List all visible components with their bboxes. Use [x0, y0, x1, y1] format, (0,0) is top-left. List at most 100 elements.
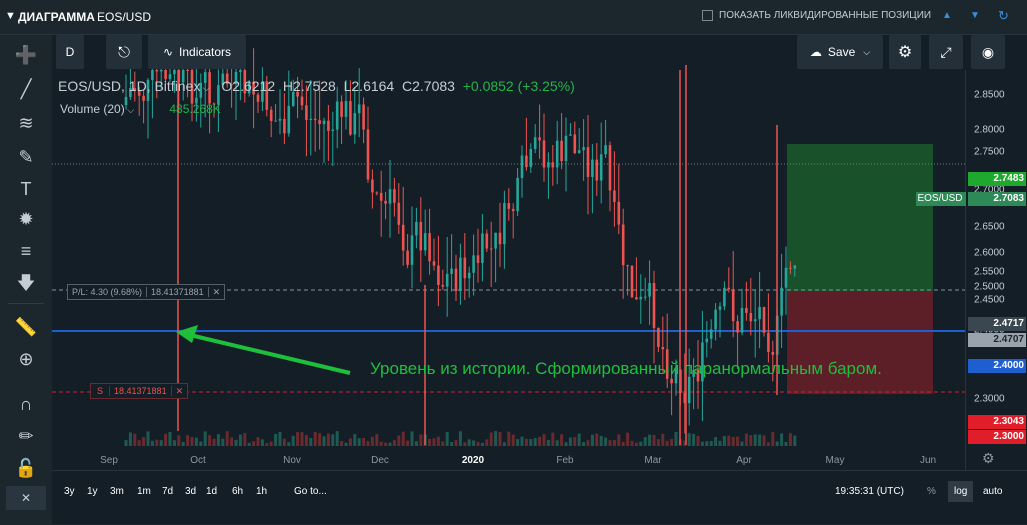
indicators-button[interactable]: ∿ Indicators [148, 35, 246, 69]
volume-bar [384, 442, 388, 446]
volume-bar [265, 442, 269, 446]
volume-bar [278, 431, 282, 446]
log-scale-toggle[interactable]: log [948, 481, 974, 502]
volume-label[interactable]: Volume (20) [60, 102, 125, 116]
volume-bar [771, 431, 775, 446]
stop-order-box[interactable]: S 18.41371881 ✕ [90, 383, 189, 399]
crosshair-icon[interactable]: ➕ [14, 45, 38, 65]
volume-bar [450, 441, 454, 446]
text-tool-icon[interactable]: T [20, 179, 32, 199]
candle-body [287, 105, 291, 134]
volume-bar [357, 438, 361, 446]
camera-icon[interactable]: ◉ [971, 35, 1005, 69]
candle-body [626, 265, 629, 267]
range-1y[interactable]: 1y [87, 486, 98, 497]
candle-body [762, 306, 766, 333]
candle-body [217, 85, 220, 105]
magnet-icon[interactable]: ∩ [19, 394, 33, 414]
pl-order-box[interactable]: P/L: 4.30 (9.68%) 18.41371881 ✕ [67, 284, 226, 300]
range-7d[interactable]: 7d [162, 486, 174, 497]
range-1h[interactable]: 1h [256, 486, 268, 497]
candle-body [221, 73, 225, 86]
candle-style-icon[interactable]: ⎋ [106, 35, 142, 69]
expand-toolbar-icon[interactable]: ✕ [6, 486, 46, 510]
candle-body [146, 80, 150, 101]
ruler-icon[interactable]: 📏 [14, 317, 38, 337]
volume-bar [793, 435, 797, 446]
collapse-chevron-icon[interactable]: ▼ [5, 10, 16, 22]
volume-bar [709, 441, 713, 446]
settings-gear-icon[interactable]: ⚙ [889, 35, 921, 69]
range-3y[interactable]: 3y [64, 486, 75, 497]
liquidated-checkbox[interactable] [702, 10, 713, 21]
chart-area[interactable]: D ⎋ ∿ Indicators ☁ Save ⌵ ⚙ ⤢ ◉ EOS/USD,… [52, 35, 1027, 524]
auto-scale-toggle[interactable]: auto [983, 486, 1003, 497]
time-label: Nov [283, 455, 301, 466]
time-axis[interactable]: Sep Oct Nov Dec 2020 Feb Mar Apr May Jun [52, 446, 965, 470]
arrow-down-icon[interactable]: 🡇 [16, 273, 36, 293]
pl-close-icon[interactable]: ✕ [207, 287, 225, 297]
fullscreen-icon[interactable]: ⤢ [929, 35, 963, 69]
stop-close-icon[interactable]: ✕ [170, 386, 188, 396]
range-1d[interactable]: 1d [206, 486, 218, 497]
volume-bar [542, 434, 546, 446]
goto-link[interactable]: Go to... [294, 486, 327, 497]
price-tag: EOS/USD [916, 192, 966, 206]
range-1m[interactable]: 1m [137, 486, 151, 497]
pl-label: P/L: 4.30 (9.68%) [72, 287, 143, 297]
percent-scale-toggle[interactable]: % [927, 486, 936, 497]
candle-body [657, 327, 660, 347]
volume-bar [784, 441, 788, 446]
legend-symbol[interactable]: EOS/USD, 1D, Bitfinex [58, 78, 201, 94]
volume-bar [304, 434, 308, 446]
volume-bar [687, 433, 691, 446]
range-3m[interactable]: 3m [110, 486, 124, 497]
volume-bar [208, 435, 212, 446]
candle-body [520, 155, 524, 178]
candle-body [749, 312, 753, 322]
prediction-tool-icon[interactable]: ≡ [20, 241, 32, 261]
price-tag: 2.4000 [968, 359, 1026, 373]
lock-drawing-icon[interactable]: ✏ [18, 426, 34, 446]
chart-annotation[interactable]: Уровень из истории. Сформированный паран… [370, 359, 882, 378]
axis-settings-gear-icon[interactable]: ⚙ [982, 450, 995, 466]
pattern-tool-icon[interactable]: ✹ [18, 209, 34, 229]
price-chart[interactable] [52, 35, 965, 446]
volume-bar [643, 437, 647, 446]
candle-body [630, 265, 634, 298]
volume-bar [401, 431, 405, 446]
volume-bar [665, 440, 669, 446]
price-axis[interactable]: 2.8500 2.8000 2.7500 2.7000 2.6500 2.6000 2.55… [916, 70, 1027, 470]
volume-bar [656, 439, 660, 446]
zoom-in-icon[interactable]: ⊕ [18, 349, 34, 369]
range-6h[interactable]: 6h [232, 486, 244, 497]
volume-bar [529, 439, 533, 446]
volume-bar [621, 441, 625, 446]
volume-bar [216, 434, 220, 446]
time-label: Apr [736, 455, 752, 466]
refresh-icon[interactable]: ↻ [998, 8, 1009, 23]
time-label: Oct [190, 455, 206, 466]
move-up-icon[interactable]: ▲ [942, 10, 952, 21]
fib-tool-icon[interactable]: ≋ [18, 113, 34, 133]
candle-body [419, 221, 423, 251]
volume-bar [507, 431, 511, 446]
lock-icon[interactable]: 🔓 [14, 458, 38, 478]
move-down-icon[interactable]: ▼ [970, 10, 980, 21]
candle-body [173, 70, 176, 75]
price-label: 2.3000 [974, 393, 1005, 405]
volume-bar [524, 438, 528, 446]
candle-body [151, 70, 154, 81]
range-3d[interactable]: 3d [185, 486, 197, 497]
volume-bar [489, 432, 493, 446]
save-button[interactable]: ☁ Save ⌵ [797, 35, 883, 69]
stop-zone [787, 291, 933, 394]
trendline-icon[interactable]: ╱ [20, 79, 32, 99]
candle-body [313, 118, 317, 121]
brush-icon[interactable]: ✎ [18, 147, 34, 167]
price-label: 2.7500 [974, 146, 1005, 158]
candle-body [705, 338, 709, 343]
interval-button[interactable]: D [56, 35, 84, 69]
volume-bar [520, 436, 524, 446]
show-liquidated-toggle[interactable]: ПОКАЗАТЬ ЛИКВИДИРОВАННЫЕ ПОЗИЦИИ [702, 10, 931, 21]
